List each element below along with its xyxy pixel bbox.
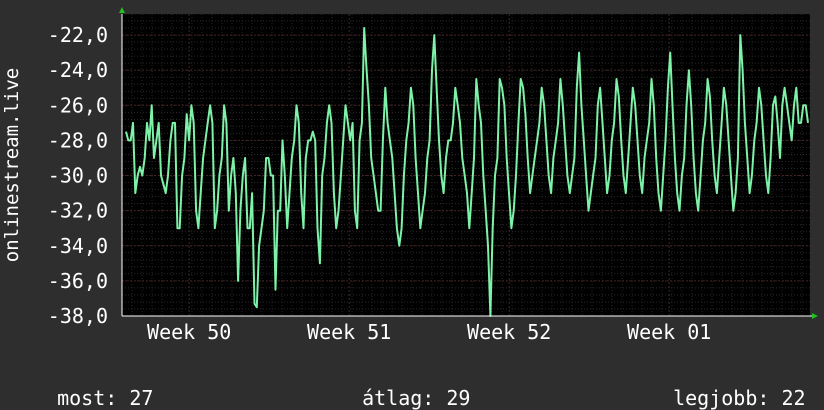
y-tick-label: -32,0 xyxy=(48,199,108,223)
y-tick-label: -22,0 xyxy=(48,23,108,47)
stat-current-value: 27 xyxy=(129,386,154,410)
plot-area xyxy=(122,14,810,316)
x-tick-label: Week 50 xyxy=(147,320,231,344)
stat-best-value: 22 xyxy=(781,386,806,410)
y-tick-labels: -22,0 -24,0 -26,0 -28,0 -30,0 -32,0 -34,0 -36,0… xyxy=(48,23,108,328)
y-tick-label: -34,0 xyxy=(48,234,108,258)
stat-current-label: most: xyxy=(57,386,118,410)
y-axis-label: onlinestream.live xyxy=(1,68,23,262)
stat-average-value: 29 xyxy=(446,386,471,410)
y-tick-label: -36,0 xyxy=(48,269,108,293)
x-axis-arrow xyxy=(812,313,818,319)
series-line xyxy=(125,27,809,317)
y-tick-label: -26,0 xyxy=(48,93,108,117)
y-tick-label: -30,0 xyxy=(48,164,108,188)
y-tick-label: -28,0 xyxy=(48,128,108,152)
x-tick-label: Week 01 xyxy=(627,320,711,344)
x-tick-labels: Week 50 Week 51 Week 52 Week 01 xyxy=(147,320,711,344)
stat-average: átlag: 29 xyxy=(338,362,470,410)
y-axis-arrow xyxy=(119,7,125,13)
y-tick-label: -24,0 xyxy=(48,58,108,82)
x-tick-label: Week 51 xyxy=(307,320,391,344)
stat-average-label: átlag: xyxy=(362,386,435,410)
stat-best: legjobb: 22 xyxy=(649,362,806,410)
stat-best-label: legjobb: xyxy=(673,386,770,410)
stat-current: most: 27 xyxy=(33,362,153,410)
x-tick-label: Week 52 xyxy=(467,320,551,344)
y-tick-label: -38,0 xyxy=(48,304,108,328)
